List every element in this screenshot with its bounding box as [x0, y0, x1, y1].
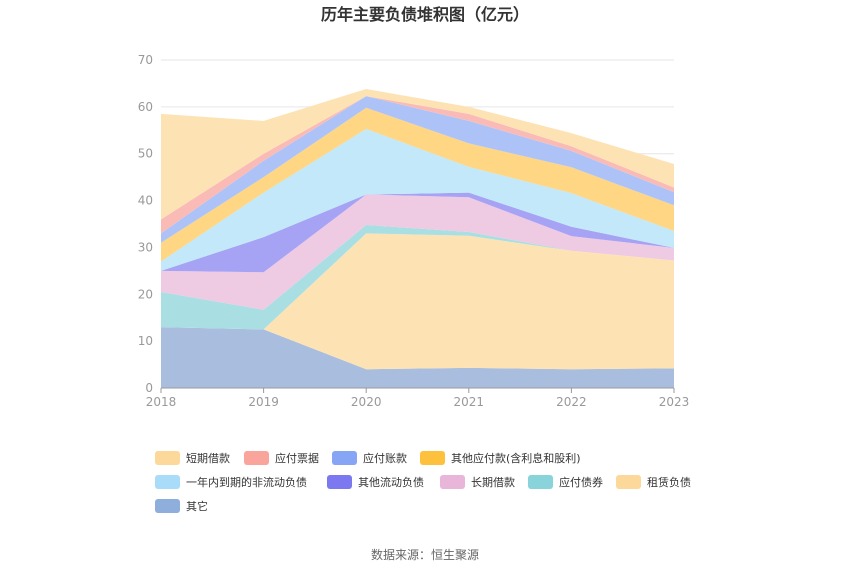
area-其他流动负债 [161, 192, 674, 273]
y-tick-label: 20 [138, 287, 153, 301]
area-其它 [161, 327, 674, 388]
source-note: 数据来源：恒生聚源 [371, 547, 479, 562]
legend-swatch [155, 475, 180, 489]
area-租赁负债 [161, 233, 674, 370]
legend-item[interactable]: 租赁负债 [616, 475, 691, 489]
x-tick-label: 2021 [454, 395, 485, 409]
legend-label: 长期借款 [471, 475, 515, 489]
x-tick-label: 2019 [248, 395, 279, 409]
legend-swatch [528, 475, 553, 489]
area-应付账款 [161, 96, 674, 243]
x-tick-label: 2018 [146, 395, 177, 409]
area-一年内到期的非流动负债 [161, 128, 674, 271]
y-tick-label: 40 [138, 194, 153, 208]
legend-item[interactable]: 长期借款 [440, 475, 515, 489]
legend-swatch [332, 451, 357, 465]
x-tick-label: 2020 [351, 395, 382, 409]
legend-item[interactable]: 一年内到期的非流动负债 [155, 475, 307, 489]
y-tick-label: 0 [145, 381, 153, 395]
area-应付债券 [161, 224, 674, 330]
y-tick-label: 50 [138, 147, 153, 161]
legend-item[interactable]: 应付票据 [244, 451, 319, 465]
legend-swatch [327, 475, 352, 489]
legend: 短期借款 应付票据 应付账款 其他应付款(含利息和股利) 一年内到期的非流动负债 其他流动… [155, 451, 691, 513]
legend-swatch [616, 475, 641, 489]
chart-title: 历年主要负债堆积图（亿元） [321, 5, 529, 24]
legend-swatch [244, 451, 269, 465]
legend-item[interactable]: 其他流动负债 [327, 475, 424, 489]
y-tick-label: 30 [138, 240, 153, 254]
area-series [161, 89, 674, 388]
legend-label: 其他应付款(含利息和股利) [451, 451, 581, 465]
axes: 0 10 20 30 40 50 60 70 2018 2019 2020 2021 2022 2023 [138, 53, 690, 409]
legend-label: 应付债券 [559, 475, 603, 489]
legend-label: 一年内到期的非流动负债 [186, 475, 307, 489]
area-长期借款 [161, 194, 674, 310]
legend-label: 应付账款 [363, 451, 407, 465]
y-tick-label: 60 [138, 100, 153, 114]
legend-item[interactable]: 其它 [155, 499, 208, 513]
legend-swatch [155, 451, 180, 465]
x-tick-label: 2022 [556, 395, 587, 409]
x-tick-label: 2023 [659, 395, 690, 409]
legend-swatch [420, 451, 445, 465]
legend-item[interactable]: 应付账款 [332, 451, 407, 465]
legend-label: 应付票据 [275, 451, 319, 465]
legend-item[interactable]: 应付债券 [528, 475, 603, 489]
y-tick-label: 70 [138, 53, 153, 67]
legend-label: 其它 [186, 499, 208, 513]
legend-label: 其他流动负债 [358, 475, 424, 489]
legend-label: 租赁负债 [647, 475, 691, 489]
area-短期借款 [161, 89, 674, 220]
legend-swatch [440, 475, 465, 489]
legend-item[interactable]: 其他应付款(含利息和股利) [420, 451, 581, 465]
legend-label: 短期借款 [186, 451, 230, 465]
y-tick-label: 10 [138, 334, 153, 348]
legend-item[interactable]: 短期借款 [155, 451, 230, 465]
area-其他应付款(含利息和股利) [161, 107, 674, 262]
legend-swatch [155, 499, 180, 513]
